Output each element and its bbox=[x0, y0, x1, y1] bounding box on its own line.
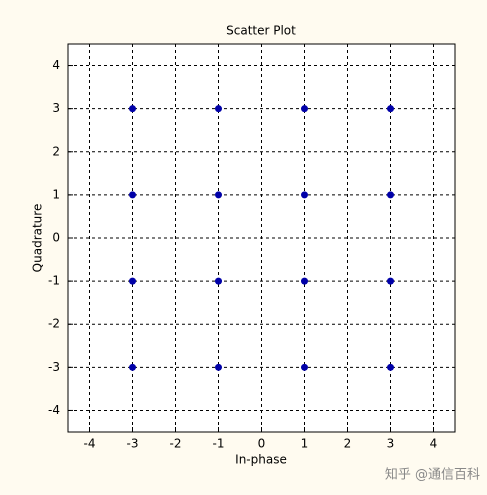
x-tick-label: -1 bbox=[213, 437, 225, 451]
point bbox=[215, 363, 222, 371]
x-tick-label: 4 bbox=[430, 437, 438, 451]
y-tick-label: 4 bbox=[52, 58, 60, 72]
point bbox=[129, 191, 136, 199]
x-tick-label: -3 bbox=[127, 437, 139, 451]
point bbox=[129, 363, 136, 371]
x-tick-label: 2 bbox=[344, 437, 352, 451]
y-tick-label: 1 bbox=[52, 187, 60, 201]
y-tick-label: 3 bbox=[52, 101, 60, 115]
point bbox=[387, 191, 394, 199]
y-axis-label: Quadrature bbox=[31, 204, 45, 273]
point bbox=[301, 105, 308, 113]
point bbox=[215, 191, 222, 199]
point bbox=[301, 277, 308, 285]
x-tick-label: -4 bbox=[84, 437, 96, 451]
y-tick-label: -4 bbox=[48, 403, 60, 417]
point bbox=[129, 105, 136, 113]
x-tick-label: 3 bbox=[387, 437, 395, 451]
x-tick-label: -2 bbox=[170, 437, 182, 451]
watermark: 知乎 @通信百科 bbox=[385, 467, 480, 483]
chart-title: Scatter Plot bbox=[226, 24, 296, 38]
x-axis-label: In-phase bbox=[235, 453, 287, 467]
y-tick-label: 0 bbox=[52, 231, 60, 245]
y-tick-label: -2 bbox=[48, 317, 60, 331]
point bbox=[387, 277, 394, 285]
x-tick-label: 1 bbox=[301, 437, 309, 451]
point bbox=[387, 105, 394, 113]
y-tick-label: -1 bbox=[48, 274, 60, 288]
point bbox=[387, 363, 394, 371]
point bbox=[129, 277, 136, 285]
point bbox=[301, 363, 308, 371]
point bbox=[215, 105, 222, 113]
y-tick-label: 2 bbox=[52, 144, 60, 158]
x-tick-label: 0 bbox=[258, 437, 266, 451]
y-tick-label: -3 bbox=[48, 360, 60, 374]
point bbox=[301, 191, 308, 199]
point bbox=[215, 277, 222, 285]
